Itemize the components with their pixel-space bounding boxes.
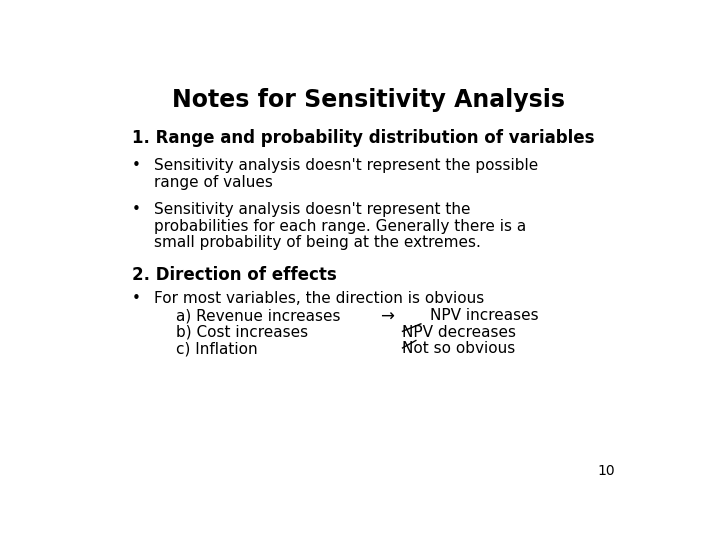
Text: small probability of being at the extremes.: small probability of being at the extrem… (154, 235, 481, 250)
Text: •: • (132, 158, 140, 173)
Text: NPV increases: NPV increases (431, 308, 539, 323)
Text: NPV decreases: NPV decreases (402, 325, 516, 340)
Text: For most variables, the direction is obvious: For most variables, the direction is obv… (154, 292, 485, 306)
Text: Sensitivity analysis doesn't represent the possible: Sensitivity analysis doesn't represent t… (154, 158, 539, 173)
Text: c) Inflation: c) Inflation (176, 341, 258, 356)
Text: Not so obvious: Not so obvious (402, 341, 516, 356)
Text: Sensitivity analysis doesn't represent the: Sensitivity analysis doesn't represent t… (154, 202, 471, 217)
Text: range of values: range of values (154, 175, 273, 190)
Text: •: • (132, 202, 140, 217)
Text: 1. Range and probability distribution of variables: 1. Range and probability distribution of… (132, 129, 594, 147)
Text: •: • (132, 292, 140, 306)
Text: Notes for Sensitivity Analysis: Notes for Sensitivity Analysis (173, 87, 565, 112)
Text: 2. Direction of effects: 2. Direction of effects (132, 266, 337, 285)
Text: probabilities for each range. Generally there is a: probabilities for each range. Generally … (154, 219, 526, 234)
Text: →: → (380, 308, 394, 326)
Text: 10: 10 (598, 464, 616, 478)
Text: a) Revenue increases: a) Revenue increases (176, 308, 341, 323)
Text: b) Cost increases: b) Cost increases (176, 325, 309, 340)
